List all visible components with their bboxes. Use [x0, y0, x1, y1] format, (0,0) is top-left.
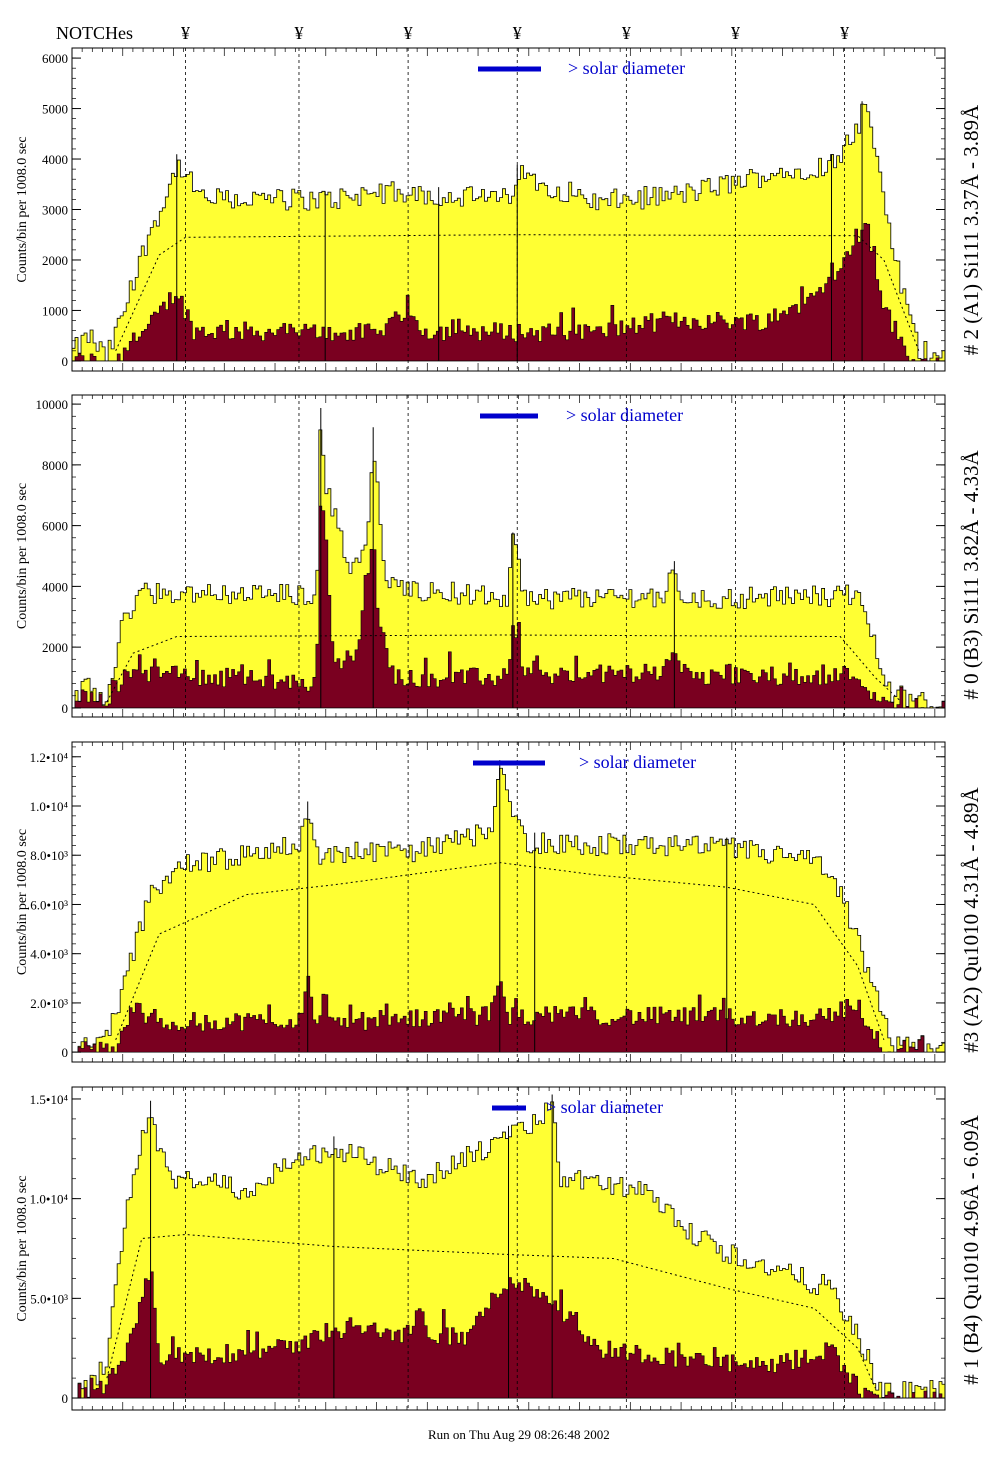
legend-label: > solar diameter [568, 58, 685, 78]
inner-histogram [71, 505, 946, 709]
y-axis-label: Counts/bin per 1008.0 sec [15, 829, 30, 975]
notch-marker-7: ¥ [840, 23, 849, 43]
notch-marker-3: ¥ [404, 23, 413, 43]
inner-histogram [71, 223, 946, 362]
model-profile-dashed [106, 634, 902, 703]
legend-label: > solar diameter [579, 752, 696, 772]
y-tick-label: 5000 [42, 102, 68, 117]
y-tick-label: 3000 [42, 203, 68, 218]
y-tick-label: 0 [62, 701, 69, 716]
y-tick-label: 5.0•10³ [30, 1291, 68, 1306]
notch-marker-1: ¥ [181, 23, 190, 43]
panel-b4-qu1010: 0 5.0•10³ 1.0•10⁴ 1.5•10⁴ Counts/bin per 100… [15, 1086, 983, 1411]
y-axis-label: Counts/bin per 1008.0 sec [15, 1175, 30, 1321]
notch-marker-4: ¥ [513, 23, 522, 43]
y-tick-label: 10000 [36, 397, 69, 412]
y-tick-label: 1.2•10⁴ [30, 750, 69, 765]
y-tick-label: 1.0•10⁴ [30, 799, 69, 814]
y-tick-label: 0 [62, 354, 69, 369]
y-tick-label: 0 [62, 1391, 69, 1406]
outer-histogram [71, 429, 946, 709]
legend-label: > solar diameter [566, 405, 683, 425]
panel-title: # 1 (B4) Qu1010 4.96Å - 6.09Å [959, 1114, 983, 1384]
panel-b3-si111: 0 2000 4000 6000 8000 10000 Counts/bin per 100… [15, 394, 983, 718]
notch-marker-5: ¥ [622, 23, 631, 43]
y-tick-label: 1000 [42, 303, 68, 318]
y-tick-label: 1.5•10⁴ [30, 1092, 69, 1107]
legend-label: > solar diameter [546, 1097, 663, 1117]
model-profile-dashed [115, 234, 920, 352]
y-tick-label: 6000 [42, 519, 68, 534]
y-tick-label: 2.0•10³ [30, 996, 68, 1011]
y-tick-label: 2000 [42, 253, 68, 268]
panel-a2-qu1010: 0 2.0•10³ 4.0•10³ 6.0•10³ 8.0•10³ 1.0•10⁴ 1.2•… [15, 741, 983, 1063]
notch-marker-2: ¥ [294, 23, 303, 43]
y-tick-label: 6000 [42, 51, 68, 66]
y-tick-label: 4000 [42, 152, 68, 167]
model-profile-dashed [106, 1233, 876, 1389]
panel-a1-si111: 0 1000 2000 3000 4000 5000 6000 Counts/bin per … [15, 47, 983, 372]
y-axis-label: Counts/bin per 1008.0 sec [15, 136, 30, 282]
y-tick-label: 1.0•10⁴ [30, 1192, 69, 1207]
notches-label: NOTCHes [56, 23, 133, 43]
outer-histogram [71, 103, 946, 362]
notch-marker-6: ¥ [731, 23, 740, 43]
notch-symbols: ¥ ¥ ¥ ¥ ¥ ¥ ¥ [181, 23, 849, 43]
y-tick-label: 8.0•10³ [30, 848, 68, 863]
y-axis-label: Counts/bin per 1008.0 sec [15, 483, 30, 629]
y-tick-label: 6.0•10³ [30, 897, 68, 912]
y-tick-label: 8000 [42, 458, 68, 473]
y-tick-label: 4.0•10³ [30, 947, 68, 962]
panel-title: # 0 (B3) Si111 3.82Å - 4.33Å [959, 450, 983, 700]
panel-title: # 2 (A1) Si111 3.37Å - 3.89Å [959, 104, 983, 355]
model-profile-dashed [115, 862, 885, 1040]
y-tick-label: 4000 [42, 579, 68, 594]
panel-title: #3 (A2) Qu1010 4.31Å - 4.89Å [959, 786, 983, 1052]
run-timestamp: Run on Thu Aug 29 08:26:48 2002 [428, 1427, 610, 1442]
y-tick-label: 0 [62, 1045, 69, 1060]
y-tick-label: 2000 [42, 640, 68, 655]
